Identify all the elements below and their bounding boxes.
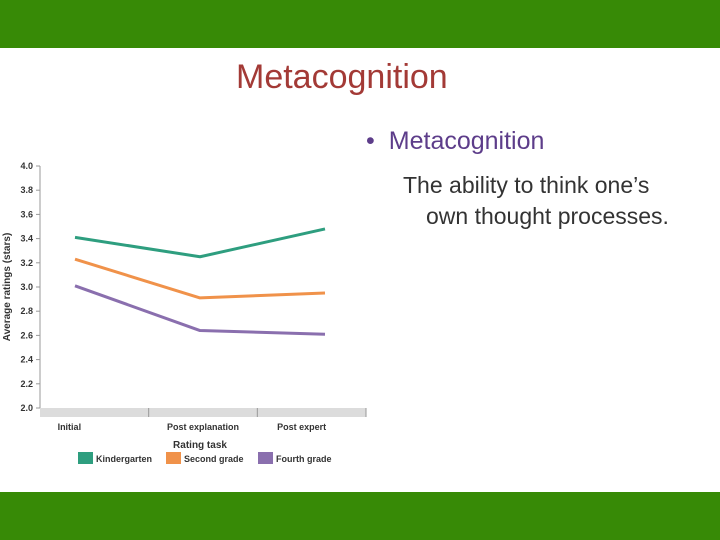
legend-label: Fourth grade bbox=[276, 454, 332, 464]
x-axis-title: Rating task bbox=[173, 440, 227, 451]
bullet-marker: • bbox=[366, 127, 375, 155]
bottom-band bbox=[0, 492, 720, 540]
x-tick-label: Post expert bbox=[277, 422, 326, 432]
legend-label: Second grade bbox=[184, 454, 244, 464]
y-tick-label: 2.8 bbox=[20, 306, 33, 316]
top-band bbox=[0, 0, 720, 48]
legend-swatch bbox=[258, 452, 273, 464]
definition-text: The ability to think one’s own thought p… bbox=[403, 172, 669, 229]
y-tick-label: 3.2 bbox=[20, 258, 33, 268]
legend-swatch bbox=[78, 452, 93, 464]
line-chart: 4.0 3.8 3.6 3.4 3.2 3.0 2.8 2.6 2.4 2.2 2.0 Initial… bbox=[2, 161, 367, 464]
y-tick-label: 2.6 bbox=[20, 330, 33, 340]
legend-swatch bbox=[166, 452, 181, 464]
y-tick-label: 2.4 bbox=[20, 355, 33, 365]
bullet-point: • Metacognition bbox=[366, 127, 544, 156]
series-line bbox=[74, 284, 326, 336]
x-tick-label: Initial bbox=[58, 422, 82, 432]
x-axis-band bbox=[40, 408, 366, 417]
y-tick-label: 3.0 bbox=[20, 282, 33, 292]
y-tick-label: 3.6 bbox=[20, 209, 33, 219]
y-tick-label: 3.8 bbox=[20, 185, 33, 195]
y-tick-label: 2.2 bbox=[20, 379, 33, 389]
slide-title: Metacognition bbox=[236, 58, 448, 96]
y-axis-title: Average ratings (stars) bbox=[2, 233, 13, 342]
series-line bbox=[74, 227, 326, 259]
y-tick-label: 4.0 bbox=[20, 161, 33, 171]
bullet-text: Metacognition bbox=[388, 127, 545, 155]
y-tick-label: 2.0 bbox=[20, 403, 33, 413]
legend-label: Kindergarten bbox=[96, 454, 152, 464]
series-line bbox=[74, 257, 326, 300]
x-tick-label: Post explanation bbox=[167, 422, 239, 432]
y-tick-label: 3.4 bbox=[20, 234, 33, 244]
